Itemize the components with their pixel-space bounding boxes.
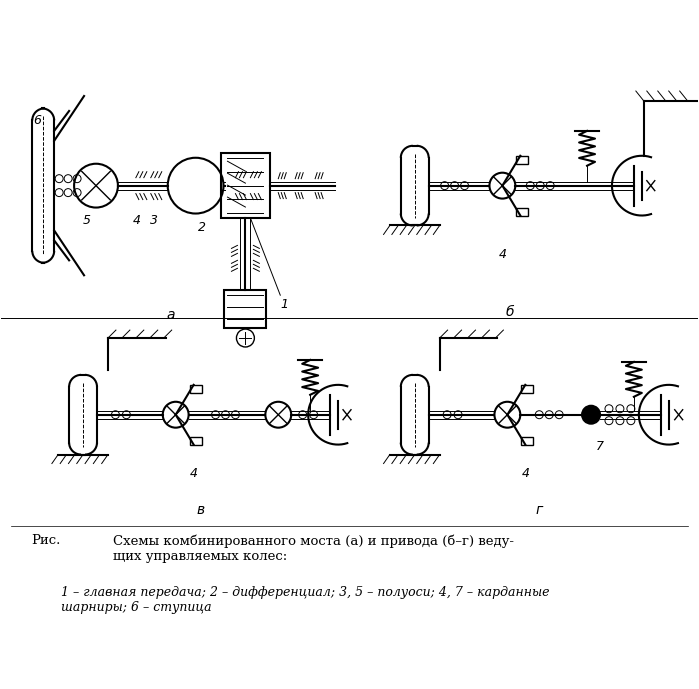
- Text: 1: 1: [280, 298, 288, 311]
- Text: 4: 4: [189, 466, 198, 480]
- Text: 7: 7: [596, 440, 604, 453]
- Bar: [220, 153, 271, 218]
- Text: Схемы комбинированного моста (а) и привода (б–г) веду-
щих управляемых колес:: Схемы комбинированного моста (а) и приво…: [113, 534, 514, 563]
- Text: в: в: [196, 504, 205, 517]
- Text: 4: 4: [521, 466, 529, 480]
- Text: 2: 2: [198, 221, 206, 234]
- Bar: [517, 207, 528, 216]
- Text: 1 – главная передача; 2 – дифференциал; 3, 5 – полуоси; 4, 7 – карданные
шарниры: 1 – главная передача; 2 – дифференциал; …: [61, 586, 549, 614]
- Text: 5: 5: [83, 214, 91, 227]
- Text: 3: 3: [150, 214, 158, 227]
- Text: б: б: [505, 305, 514, 319]
- Bar: [224, 290, 266, 328]
- Text: 4: 4: [133, 214, 140, 227]
- Text: 6: 6: [34, 114, 41, 127]
- Bar: [189, 385, 201, 393]
- Bar: [189, 437, 201, 444]
- Text: г: г: [535, 504, 543, 517]
- Bar: [517, 156, 528, 164]
- Circle shape: [582, 406, 600, 424]
- Text: а: а: [166, 308, 175, 322]
- Bar: [521, 385, 533, 393]
- Text: 4: 4: [498, 249, 506, 261]
- Bar: [521, 437, 533, 444]
- Text: Рис.: Рис.: [31, 534, 61, 547]
